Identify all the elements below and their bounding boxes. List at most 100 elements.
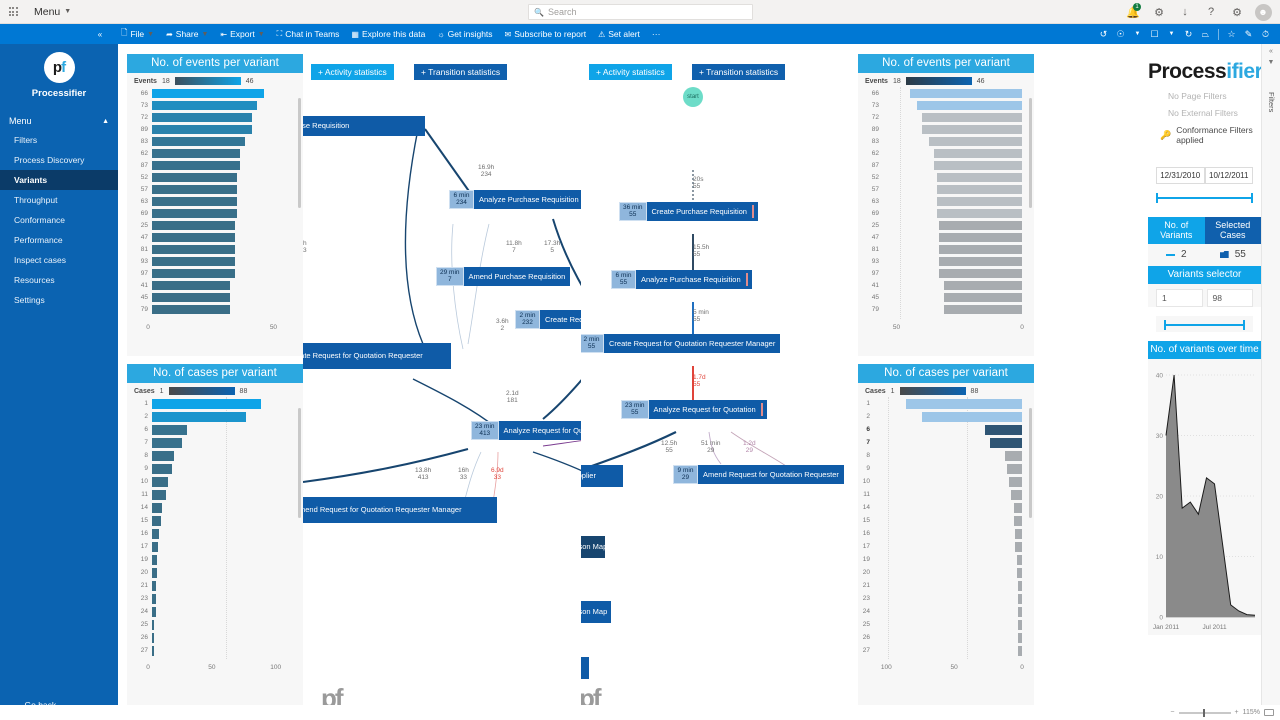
bar-row[interactable]: 19 — [862, 553, 1022, 566]
toolbar-item-chat-in-teams[interactable]: ⛶ Chat in Teams — [271, 24, 346, 44]
bar-row[interactable]: 97 — [131, 267, 291, 279]
bar[interactable] — [1008, 477, 1022, 487]
bar[interactable] — [1014, 503, 1022, 513]
bar-row[interactable]: 20 — [131, 566, 291, 579]
bar-row[interactable]: 52 — [862, 171, 1022, 183]
scrollbar-vertical[interactable] — [1029, 408, 1032, 518]
bar[interactable] — [934, 148, 1022, 158]
bar[interactable] — [152, 220, 235, 230]
bar-row[interactable]: 19 — [131, 553, 291, 566]
bar-row[interactable]: 25 — [862, 219, 1022, 231]
bar-row[interactable]: 23 — [862, 592, 1022, 605]
bar[interactable] — [909, 88, 1022, 98]
bar-row[interactable]: 10 — [131, 475, 291, 488]
area-chart-variants-over-time[interactable]: 0 10 20 30 40 Jan 2011 Jul 2011 — [1148, 359, 1261, 635]
bar[interactable] — [152, 268, 235, 278]
bar-row[interactable]: 2 — [862, 410, 1022, 423]
scrollbar-vertical[interactable] — [1029, 98, 1032, 208]
bar-row[interactable]: 72 — [131, 111, 291, 123]
comment-icon[interactable]: ⏢ — [1201, 28, 1210, 39]
sidebar-item-variants[interactable]: Variants — [0, 170, 118, 190]
chevron-left-icon[interactable]: « — [1269, 48, 1273, 55]
bar[interactable] — [939, 268, 1022, 278]
map-node-create-rfq-requester-manager-right[interactable]: 2 min 55 Create Request for Quotation Re… — [581, 334, 781, 353]
bar-row[interactable]: 2 — [131, 410, 291, 423]
toolbar-item-explore-this-data[interactable]: ▦ Explore this data — [345, 24, 431, 44]
bar-row[interactable]: 81 — [131, 243, 291, 255]
bar-row[interactable]: 26 — [862, 631, 1022, 644]
zoom-slider[interactable] — [1178, 708, 1231, 717]
map-node-analyze-purchase-requisition-left[interactable]: 6 min 234 Analyze Purchase Requisition — [449, 190, 588, 209]
bar-plot-area[interactable]: 66 73 72 89 83 62 87 52 57 63 69 25 47 81 93 97 41 45 79 — [858, 87, 1034, 319]
bar-row[interactable]: 89 — [862, 123, 1022, 135]
bar-row[interactable]: 66 — [131, 87, 291, 99]
map-node-to-supplier-clipped-right[interactable]: ion to Supplier — [581, 465, 623, 487]
bar-row[interactable]: 16 — [862, 527, 1022, 540]
slider-handle-right[interactable] — [1251, 193, 1253, 203]
bar[interactable] — [943, 292, 1022, 302]
bar-row[interactable]: 17 — [131, 540, 291, 553]
bar[interactable] — [152, 646, 155, 656]
bar-row[interactable]: 66 — [862, 87, 1022, 99]
filters-sidebar-tab[interactable]: « ▼ Filters — [1261, 44, 1280, 720]
bar-row[interactable]: 57 — [131, 183, 291, 195]
bar[interactable] — [943, 280, 1022, 290]
chevron-down-icon[interactable]: ▼ — [1168, 31, 1175, 37]
bar[interactable] — [985, 425, 1022, 435]
bar-row[interactable]: 25 — [131, 219, 291, 231]
bar-row[interactable]: 73 — [862, 99, 1022, 111]
bar-row[interactable]: 41 — [131, 279, 291, 291]
bar[interactable] — [152, 256, 235, 266]
bar[interactable] — [1018, 594, 1022, 604]
bar[interactable] — [922, 124, 1022, 134]
bar-row[interactable]: 83 — [131, 135, 291, 147]
zoom-in-plus[interactable]: + — [1234, 709, 1239, 716]
bar-row[interactable]: 63 — [131, 195, 291, 207]
variants-to-input[interactable]: 98 — [1206, 289, 1253, 307]
map-node-comparison-map-1-right[interactable]: parison Map — [581, 536, 607, 558]
bar-row[interactable]: 24 — [131, 605, 291, 618]
scrollbar-vertical[interactable] — [298, 98, 301, 208]
bar-row[interactable]: 87 — [862, 159, 1022, 171]
sidebar-item-inspect-cases[interactable]: Inspect cases — [0, 250, 118, 270]
bar-row[interactable]: 25 — [862, 618, 1022, 631]
bar[interactable] — [943, 304, 1022, 314]
bar-row[interactable]: 8 — [862, 449, 1022, 462]
bar[interactable] — [1018, 620, 1022, 630]
bar[interactable] — [152, 607, 156, 617]
bar[interactable] — [152, 620, 155, 630]
toolbar-item-export[interactable]: ⇤ Export ▼ — [214, 24, 270, 44]
bar-row[interactable]: 57 — [862, 183, 1022, 195]
bar[interactable] — [152, 244, 235, 254]
bar-row[interactable]: 69 — [862, 207, 1022, 219]
bar-row[interactable]: 26 — [131, 631, 291, 644]
bar-row[interactable]: 41 — [862, 279, 1022, 291]
bar[interactable] — [1004, 451, 1022, 461]
bar[interactable] — [152, 280, 231, 290]
sidebar-item-process-discovery[interactable]: Process Discovery — [0, 150, 118, 170]
bar[interactable] — [152, 477, 169, 487]
visual-events-per-variant-left[interactable]: No. of events per variant Events 18 46 6… — [127, 54, 303, 356]
bar[interactable] — [152, 425, 187, 435]
bar-row[interactable]: 6 — [862, 423, 1022, 436]
transition-statistics-button-left[interactable]: + Transition statistics — [414, 64, 508, 80]
bar-row[interactable]: 63 — [862, 195, 1022, 207]
bar-row[interactable]: 1 — [131, 397, 291, 410]
bar-row[interactable]: 15 — [131, 514, 291, 527]
bar-row[interactable]: 47 — [131, 231, 291, 243]
date-to-input[interactable]: 10/12/2011 — [1204, 167, 1253, 184]
global-search-box[interactable]: 🔍 Search — [528, 4, 753, 20]
bar[interactable] — [152, 594, 156, 604]
map-node-amend-rfq-requester-right[interactable]: 9 min 29 Amend Request for Quotation Req… — [673, 465, 844, 484]
bar[interactable] — [152, 529, 160, 539]
visual-events-per-variant-right[interactable]: No. of events per variant Events 18 46 6… — [858, 54, 1034, 356]
download-button[interactable]: ↓ — [1182, 6, 1188, 18]
chevron-down-icon[interactable]: ▼ — [1134, 31, 1141, 37]
bar-row[interactable]: 93 — [862, 255, 1022, 267]
bar-row[interactable]: 27 — [131, 644, 291, 657]
map-node-create-purchase-requisition-right[interactable]: 36 min 55 Create Purchase Requisition — [619, 202, 758, 221]
variants-range-slider[interactable] — [1156, 316, 1253, 332]
bar[interactable] — [1018, 581, 1022, 591]
bar-row[interactable]: 62 — [862, 147, 1022, 159]
